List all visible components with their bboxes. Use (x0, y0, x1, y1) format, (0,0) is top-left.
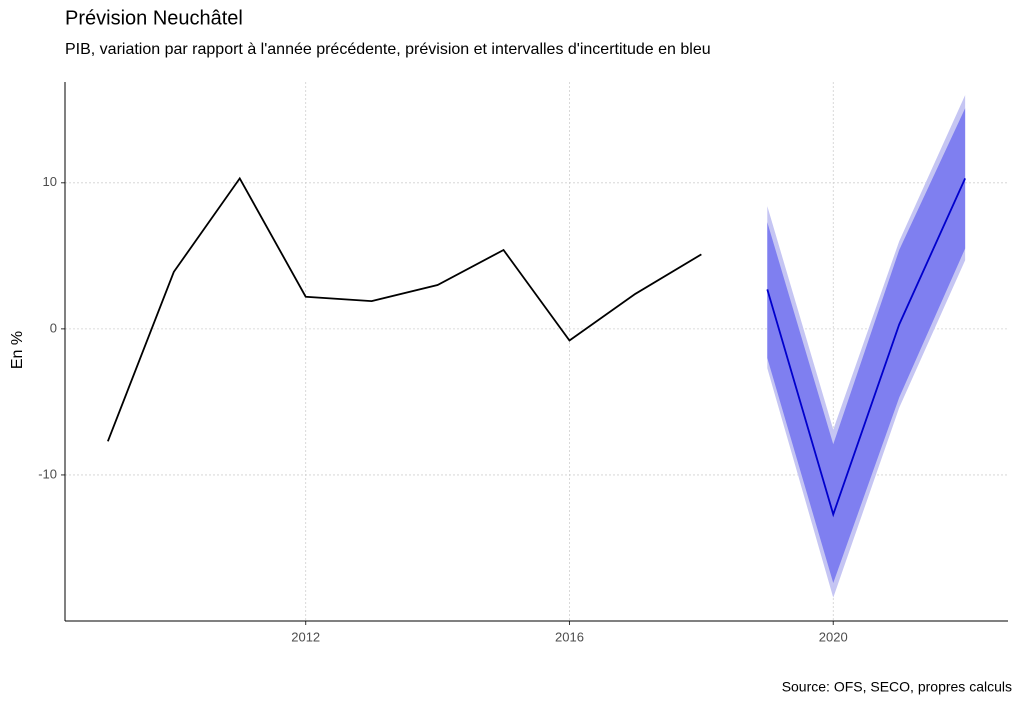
y-tick-label: -10 (38, 466, 57, 481)
chart-subtitle: PIB, variation par rapport à l'année pré… (65, 41, 711, 58)
chart-title: Prévision Neuchâtel (65, 7, 243, 29)
uncertainty-band (767, 108, 966, 584)
x-tick-label: 2012 (291, 629, 320, 644)
line (107, 176, 702, 442)
y-tick-label: 10 (43, 174, 57, 189)
line (766, 178, 966, 518)
caption: Source: OFS, SECO, propres calculs (782, 679, 1012, 695)
x-tick-label: 2016 (555, 629, 584, 644)
y-tick-label: 0 (50, 320, 57, 335)
x-tick-label: 2020 (819, 629, 848, 644)
y-axis-label: En % (9, 331, 26, 369)
